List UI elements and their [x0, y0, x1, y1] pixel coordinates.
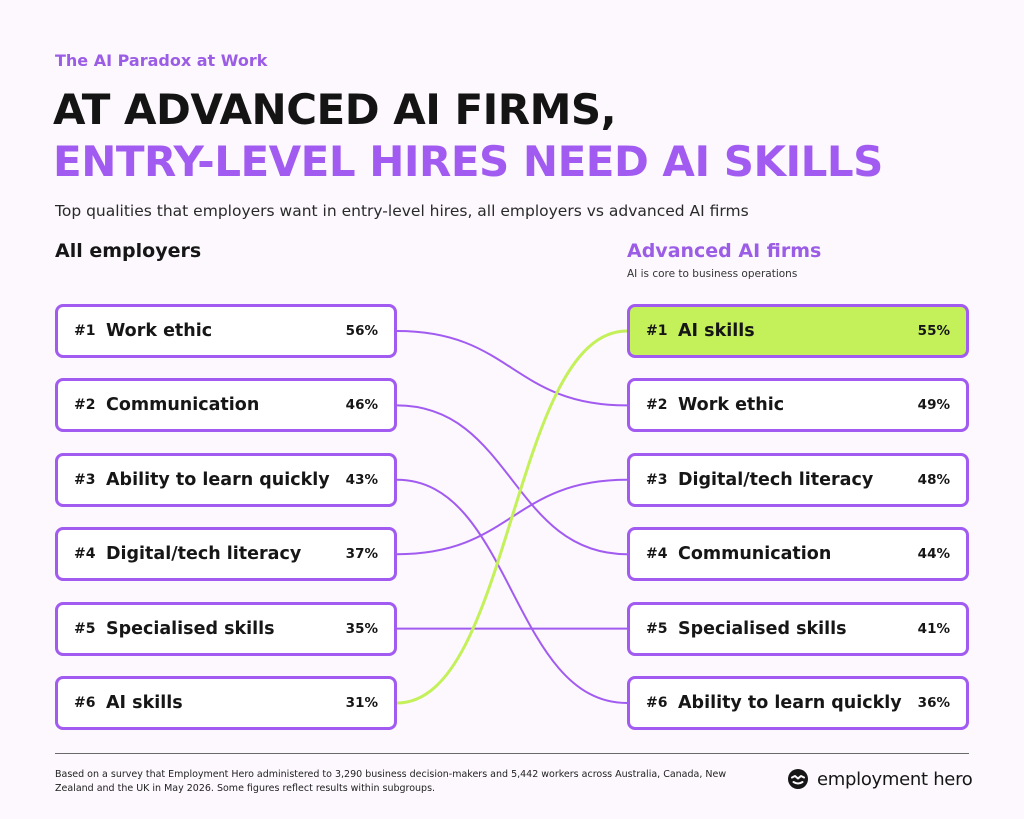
brand: employment hero — [787, 768, 973, 790]
right-column-subtitle: AI is core to business operations — [627, 268, 798, 280]
rank-number: #1 — [74, 323, 96, 339]
percentage-value: 36% — [917, 695, 950, 711]
percentage-value: 37% — [345, 546, 378, 563]
right-rank-item: #6 Ability to learn quickly 36% — [627, 676, 969, 730]
left-column-title: All employers — [55, 240, 202, 262]
right-rank-item: #1 AI skills 55% — [627, 304, 969, 358]
rank-number: #6 — [74, 695, 96, 711]
right-rank-item: #3 Digital/tech literacy 48% — [627, 452, 969, 507]
footnote: Based on a survey that Employment Hero a… — [55, 769, 727, 794]
quality-label: Ability to learn quickly — [678, 693, 902, 713]
link-ai-skills — [396, 329, 628, 705]
employment-hero-logo-icon — [788, 769, 808, 789]
right-rank-item: #2 Work ethic 49% — [627, 378, 969, 433]
percentage-value: 43% — [345, 471, 378, 488]
link-communication — [396, 404, 628, 556]
quality-label: Specialised skills — [106, 618, 275, 639]
link-work-ethic — [396, 330, 628, 407]
headline-line-1: AT ADVANCED AI FIRMS, — [53, 85, 617, 134]
rank-number: #4 — [646, 546, 668, 563]
quality-label: AI skills — [678, 321, 755, 341]
headline-line-2: ENTRY-LEVEL HIRES NEED AI SKILLS — [53, 137, 883, 186]
percentage-value: 56% — [345, 323, 378, 339]
right-rank-item: #5 Specialised skills 41% — [627, 601, 969, 656]
left-rank-item: #3 Ability to learn quickly 43% — [55, 452, 397, 507]
rank-number: #5 — [646, 620, 668, 637]
percentage-value: 41% — [917, 620, 950, 637]
subtitle: Top qualities that employers want in ent… — [55, 202, 749, 220]
rank-number: #5 — [74, 620, 96, 637]
rank-number: #4 — [74, 546, 96, 563]
headline: AT ADVANCED AI FIRMS, ENTRY-LEVEL HIRES … — [53, 84, 883, 188]
left-rank-item: #2 Communication 46% — [55, 378, 397, 433]
left-rank-item: #4 Digital/tech literacy 37% — [55, 527, 397, 582]
rank-number: #1 — [646, 323, 668, 339]
rank-number: #3 — [74, 471, 96, 488]
link-ability-to-learn-quickly — [396, 478, 628, 704]
percentage-value: 35% — [345, 620, 378, 637]
left-rank-item: #5 Specialised skills 35% — [55, 601, 397, 656]
percentage-value: 44% — [917, 546, 950, 563]
quality-label: Digital/tech literacy — [678, 469, 874, 490]
quality-label: Communication — [106, 395, 260, 416]
quality-label: Communication — [678, 544, 832, 565]
percentage-value: 55% — [917, 323, 950, 339]
percentage-value: 48% — [917, 471, 950, 488]
quality-label: Ability to learn quickly — [106, 469, 330, 490]
percentage-value: 49% — [917, 397, 950, 414]
rank-number: #6 — [646, 695, 668, 711]
quality-label: AI skills — [106, 693, 183, 713]
left-rank-item: #6 AI skills 31% — [55, 676, 397, 730]
quality-label: Work ethic — [678, 395, 785, 416]
footer-divider — [55, 753, 969, 754]
rank-number: #2 — [74, 397, 96, 414]
eyebrow: The AI Paradox at Work — [55, 51, 268, 70]
right-rank-item: #4 Communication 44% — [627, 527, 969, 582]
rank-number: #2 — [646, 397, 668, 414]
brand-name: employment hero — [817, 768, 973, 790]
rank-number: #3 — [646, 471, 668, 488]
percentage-value: 31% — [345, 695, 378, 711]
percentage-value: 46% — [345, 397, 378, 414]
right-column-title: Advanced AI firms — [627, 240, 822, 262]
left-rank-item: #1 Work ethic 56% — [55, 304, 397, 358]
quality-label: Work ethic — [106, 321, 213, 341]
quality-label: Specialised skills — [678, 618, 847, 639]
quality-label: Digital/tech literacy — [106, 544, 302, 565]
